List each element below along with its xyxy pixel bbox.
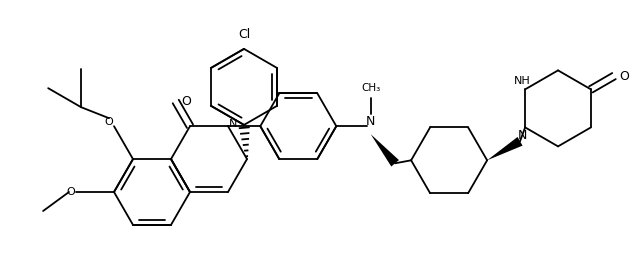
Polygon shape — [371, 134, 399, 166]
Polygon shape — [487, 137, 523, 160]
Text: O: O — [105, 117, 113, 127]
Text: N: N — [517, 129, 527, 142]
Text: N: N — [366, 115, 375, 128]
Text: NH: NH — [514, 76, 530, 86]
Text: CH₃: CH₃ — [361, 83, 380, 93]
Text: Cl: Cl — [238, 28, 250, 41]
Text: O: O — [619, 70, 629, 83]
Text: O: O — [67, 187, 76, 197]
Text: O: O — [181, 95, 191, 108]
Text: N: N — [229, 119, 237, 129]
